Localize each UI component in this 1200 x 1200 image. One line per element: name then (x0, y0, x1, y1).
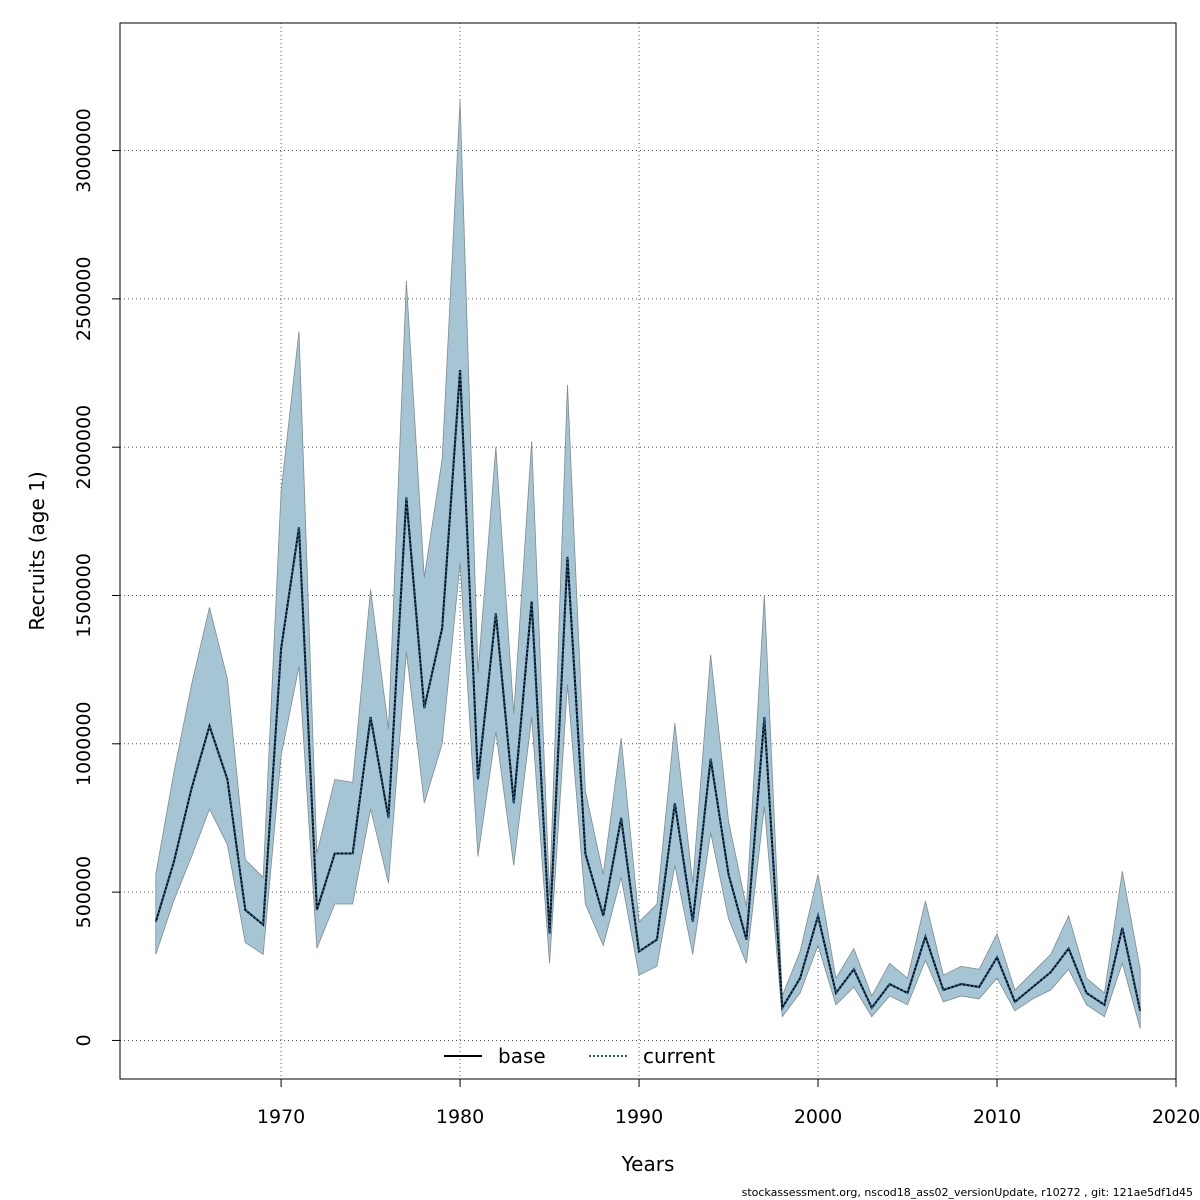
x-tick-label: 1970 (257, 1106, 305, 1128)
legend-base-label: base (498, 1044, 546, 1068)
y-axis-title: Recruits (age 1) (25, 471, 49, 630)
x-tick-label: 2020 (1152, 1106, 1200, 1128)
footer-note: stockassessment.org, nscod18_ass02_versi… (742, 1186, 1193, 1199)
confidence-band (155, 100, 1141, 1029)
legend: base current (444, 1044, 715, 1068)
x-tick-label: 2000 (794, 1106, 842, 1128)
y-tick-label: 1000000 (73, 701, 95, 786)
y-tick-label: 2000000 (73, 405, 95, 490)
series-line-current (154, 369, 1142, 1012)
x-axis-title: Years (621, 1152, 675, 1176)
series-lines (154, 369, 1142, 1012)
legend-current-label: current (643, 1044, 715, 1068)
y-axis: 0 500000 1000000 1500000 2000000 2500000 30000… (73, 108, 120, 1046)
y-tick-label: 0 (73, 1034, 95, 1046)
x-axis: 1970 1980 1990 2000 2010 2020 (257, 1079, 1200, 1128)
y-tick-label: 3000000 (73, 108, 95, 193)
x-tick-label: 1990 (615, 1106, 663, 1128)
x-tick-label: 1980 (436, 1106, 484, 1128)
plot-frame (119, 22, 1177, 1080)
y-tick-label: 1500000 (73, 553, 95, 638)
x-tick-label: 2010 (973, 1106, 1021, 1128)
y-tick-label: 500000 (73, 856, 95, 929)
y-tick-label: 2500000 (73, 257, 95, 342)
